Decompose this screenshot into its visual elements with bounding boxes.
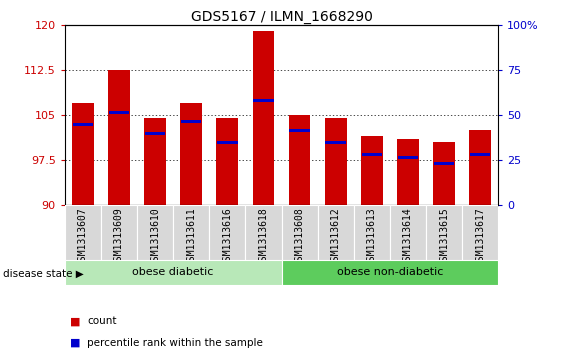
Text: GSM1313613: GSM1313613 — [367, 207, 377, 266]
Bar — [397, 155, 418, 159]
Text: count: count — [87, 316, 117, 326]
Text: GSM1313615: GSM1313615 — [439, 207, 449, 266]
Text: GSM1313618: GSM1313618 — [258, 207, 269, 266]
Bar — [282, 260, 498, 285]
Text: percentile rank within the sample: percentile rank within the sample — [87, 338, 263, 348]
Bar — [253, 99, 274, 102]
Bar — [65, 205, 101, 260]
Bar — [180, 103, 202, 205]
Bar — [137, 205, 173, 260]
Bar — [181, 119, 202, 123]
Text: GSM1313611: GSM1313611 — [186, 207, 196, 266]
Bar — [73, 123, 93, 126]
Bar — [101, 205, 137, 260]
Bar — [282, 205, 318, 260]
Bar — [109, 111, 129, 114]
Text: GSM1313608: GSM1313608 — [294, 207, 305, 266]
Title: GDS5167 / ILMN_1668290: GDS5167 / ILMN_1668290 — [190, 11, 373, 24]
Bar — [108, 70, 129, 205]
Bar — [434, 162, 454, 165]
Text: GSM1313609: GSM1313609 — [114, 207, 124, 266]
Text: GSM1313614: GSM1313614 — [403, 207, 413, 266]
Text: obese non-diabetic: obese non-diabetic — [337, 267, 443, 277]
Bar — [318, 205, 354, 260]
Bar — [470, 152, 490, 156]
Bar — [289, 115, 310, 205]
Bar — [361, 136, 383, 205]
Text: ■: ■ — [70, 316, 81, 326]
Text: GSM1313610: GSM1313610 — [150, 207, 160, 266]
Bar — [209, 205, 245, 260]
Bar — [289, 129, 310, 132]
Bar — [253, 32, 274, 205]
Text: GSM1313617: GSM1313617 — [475, 207, 485, 266]
Text: GSM1313607: GSM1313607 — [78, 207, 88, 266]
Bar — [434, 142, 455, 205]
Bar — [216, 118, 238, 205]
Bar — [462, 205, 498, 260]
Bar — [361, 152, 382, 156]
Bar — [325, 118, 347, 205]
Bar — [245, 205, 282, 260]
Text: disease state ▶: disease state ▶ — [3, 269, 83, 279]
Text: GSM1313612: GSM1313612 — [330, 207, 341, 266]
Bar — [173, 205, 209, 260]
Bar — [354, 205, 390, 260]
Bar — [397, 139, 419, 205]
Bar — [426, 205, 462, 260]
Bar — [144, 118, 166, 205]
Bar — [390, 205, 426, 260]
Text: ■: ■ — [70, 338, 81, 348]
Bar — [145, 131, 166, 135]
Bar — [65, 260, 282, 285]
Text: GSM1313616: GSM1313616 — [222, 207, 233, 266]
Text: obese diabetic: obese diabetic — [132, 267, 214, 277]
Bar — [470, 130, 491, 205]
Bar — [325, 140, 346, 144]
Bar — [72, 103, 93, 205]
Bar — [217, 140, 238, 144]
